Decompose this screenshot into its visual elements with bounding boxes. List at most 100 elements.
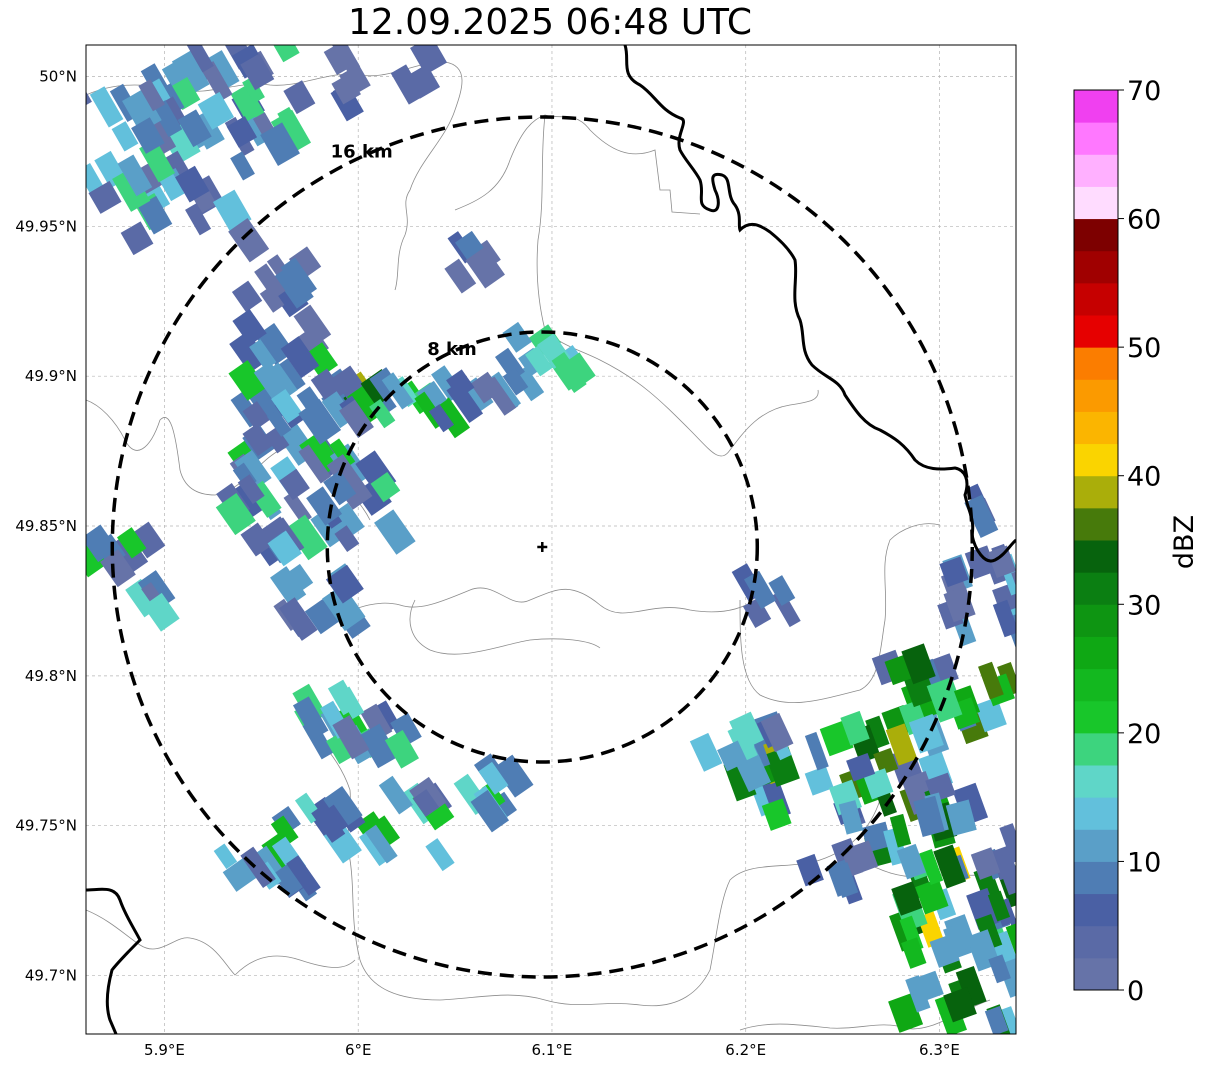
echo-bin (364, 824, 398, 864)
echo-bin (367, 815, 401, 850)
echo-bin (987, 890, 1011, 922)
colorbar-segment (1074, 315, 1118, 348)
echo-bin (974, 697, 1007, 733)
map-title: 12.09.2025 06:48 UTC (347, 2, 753, 43)
echo-bin (143, 592, 180, 632)
colorbar-segment (1074, 90, 1118, 123)
echo-bin (465, 246, 505, 289)
echo-bin (761, 798, 792, 831)
echo-bin (478, 761, 509, 795)
echo-bin (891, 881, 923, 916)
echo-bin (736, 754, 772, 793)
echo-bin (270, 815, 299, 847)
colorbar-tick-label: 0 (1127, 976, 1144, 1007)
colorbar-segment (1074, 154, 1118, 187)
echo-bin (988, 954, 1011, 984)
lon-tick-label: 6.3°E (919, 1041, 960, 1059)
echo-bin (939, 556, 969, 588)
echo-bin (213, 189, 252, 232)
colorbar-tick-label: 60 (1127, 205, 1161, 236)
echo-bin (513, 366, 545, 402)
reflectivity-echoes (86, 45, 1016, 1034)
echo-bin (901, 937, 927, 969)
echo-bin (764, 746, 800, 787)
echo-bin (259, 285, 285, 313)
echo-bin (185, 203, 212, 236)
echo-bin (100, 549, 136, 588)
echo-bin (804, 731, 829, 771)
echo-bin (360, 703, 393, 741)
echo-bin (760, 712, 794, 753)
echo-bin (285, 514, 328, 561)
echo-bin (260, 122, 300, 167)
echo-bin (202, 50, 240, 93)
echo-bin (378, 775, 413, 815)
colorbar-segment (1074, 122, 1118, 155)
colorbar-segment (1074, 765, 1118, 798)
echo-bin (326, 454, 366, 498)
echo-bin (992, 599, 1016, 638)
colorbar-segment (1074, 411, 1118, 445)
echo-bin (390, 712, 422, 747)
echo-bin (323, 45, 355, 76)
range-ring (325, 330, 760, 764)
echo-bin (998, 955, 1016, 998)
echo-bin (337, 686, 365, 719)
echo-bin (323, 786, 363, 829)
echo-bin (943, 922, 971, 955)
echo-bin (111, 121, 139, 152)
colorbar-segment (1074, 668, 1118, 702)
echo-bin (919, 848, 944, 885)
echo-bin (292, 696, 329, 740)
echo-bin (249, 339, 277, 370)
echo-bin (493, 754, 534, 798)
colorbar-segment (1074, 893, 1118, 927)
colorbar-segment (1074, 829, 1118, 862)
echo-bin (89, 86, 124, 128)
echo-bin (984, 1005, 1009, 1034)
echo-bin (304, 342, 339, 378)
echo-bin (945, 799, 977, 836)
echo-bin (264, 426, 290, 454)
echo-bin (288, 246, 322, 280)
echo-bin (964, 494, 999, 538)
colorbar-segment (1074, 218, 1118, 252)
echo-bin (831, 862, 859, 898)
echo-bin (213, 843, 238, 870)
colorbar-segment (1074, 700, 1118, 734)
colorbar-segment (1074, 186, 1118, 220)
map-area[interactable]: 8 km 16 km (58, 31, 1037, 1043)
echo-bin (997, 662, 1016, 697)
lon-tick-label: 6°E (345, 1041, 372, 1059)
echo-bin (416, 380, 447, 412)
echo-bin (742, 597, 772, 628)
echo-bin (120, 221, 154, 256)
colorbar-segment (1074, 636, 1118, 670)
colorbar-tick-label: 50 (1127, 333, 1161, 364)
echo-bin (271, 388, 303, 424)
colorbar-segment (1074, 443, 1118, 477)
echo-bin (901, 643, 936, 685)
echo-bin (369, 398, 396, 429)
echo-bin (326, 733, 353, 765)
echo-bin (293, 304, 332, 347)
echo-bin (384, 730, 420, 769)
echo-bin (838, 800, 864, 835)
echo-bin (112, 167, 151, 212)
echo-bin (943, 986, 977, 1023)
echo-bin (896, 843, 927, 880)
echo-bin (329, 438, 356, 469)
echo-bin (913, 795, 945, 838)
echo-bin (381, 372, 414, 410)
colorbar-segment (1074, 379, 1118, 412)
echo-bin (390, 64, 425, 105)
echo-bin (334, 525, 360, 552)
echo-bin (228, 360, 267, 401)
echo-bin (285, 563, 314, 593)
echo-bin (197, 91, 235, 130)
echo-bin (175, 165, 210, 203)
echo-bin (138, 79, 165, 112)
echo-bin (215, 492, 256, 536)
echo-bin (321, 804, 349, 834)
echo-bin (502, 367, 529, 396)
